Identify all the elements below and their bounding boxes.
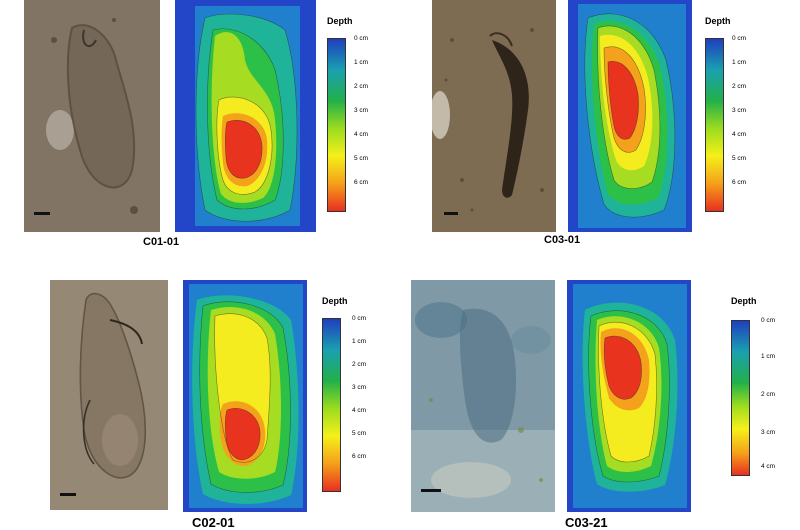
footprint-photo	[432, 0, 556, 232]
legend-tick: 0 cm	[352, 315, 367, 322]
legend-tick: 2 cm	[352, 361, 367, 368]
depth-map	[183, 280, 307, 512]
legend-title: Depth	[327, 16, 353, 26]
legend-colorbar	[705, 38, 724, 212]
legend-colorbar	[731, 320, 750, 476]
legend-title: Depth	[322, 296, 348, 306]
scale-bar	[34, 212, 50, 215]
legend-title: Depth	[705, 16, 731, 26]
legend-tick: 2 cm	[732, 83, 747, 90]
legend-tick: 6 cm	[352, 453, 367, 460]
legend-tick: 1 cm	[352, 338, 367, 345]
panel-label: C03-21	[565, 515, 608, 530]
legend-tick: 0 cm	[761, 317, 776, 324]
footprint-photo	[24, 0, 160, 232]
legend-tick: 4 cm	[732, 131, 747, 138]
legend-tick: 3 cm	[732, 107, 747, 114]
legend-tick: 1 cm	[761, 353, 776, 360]
legend-tick: 4 cm	[354, 131, 369, 138]
depth-legend: Depth 0 cm 1 cm 2 cm 3 cm 4 cm 5 cm 6 cm	[322, 296, 382, 492]
legend-tick: 4 cm	[352, 407, 367, 414]
depth-map	[175, 0, 316, 232]
legend-tick: 2 cm	[354, 83, 369, 90]
legend-colorbar	[327, 38, 346, 212]
legend-tick: 6 cm	[354, 179, 369, 186]
legend-tick: 5 cm	[354, 155, 369, 162]
scale-bar	[60, 493, 76, 496]
depth-legend: Depth 0 cm 1 cm 2 cm 3 cm 4 cm 5 cm 6 cm	[327, 16, 387, 212]
legend-tick: 0 cm	[732, 35, 747, 42]
legend-tick: 5 cm	[352, 430, 367, 437]
panel-label: C01-01	[143, 236, 180, 248]
footprint-photo	[411, 280, 555, 512]
legend-title: Depth	[731, 296, 757, 306]
legend-tick: 2 cm	[761, 391, 776, 398]
scale-bar	[444, 212, 458, 215]
legend-tick: 3 cm	[354, 107, 369, 114]
legend-tick: 5 cm	[732, 155, 747, 162]
panel-label: C02-01	[192, 515, 235, 530]
legend-tick: 1 cm	[732, 59, 747, 66]
legend-tick: 4 cm	[761, 463, 776, 470]
depth-map	[568, 0, 692, 232]
legend-tick: 0 cm	[354, 35, 369, 42]
depth-map	[567, 280, 691, 512]
legend-tick: 3 cm	[352, 384, 367, 391]
depth-legend: Depth 0 cm 1 cm 2 cm 3 cm 4 cm	[731, 296, 793, 478]
depth-legend: Depth 0 cm 1 cm 2 cm 3 cm 4 cm 5 cm 6 cm	[705, 16, 765, 212]
legend-colorbar	[322, 318, 341, 492]
scale-bar	[421, 489, 441, 492]
footprint-photo	[50, 280, 168, 510]
legend-tick: 6 cm	[732, 179, 747, 186]
legend-tick: 1 cm	[354, 59, 369, 66]
legend-tick: 3 cm	[761, 429, 776, 436]
panel-label: C03-01	[544, 234, 581, 246]
